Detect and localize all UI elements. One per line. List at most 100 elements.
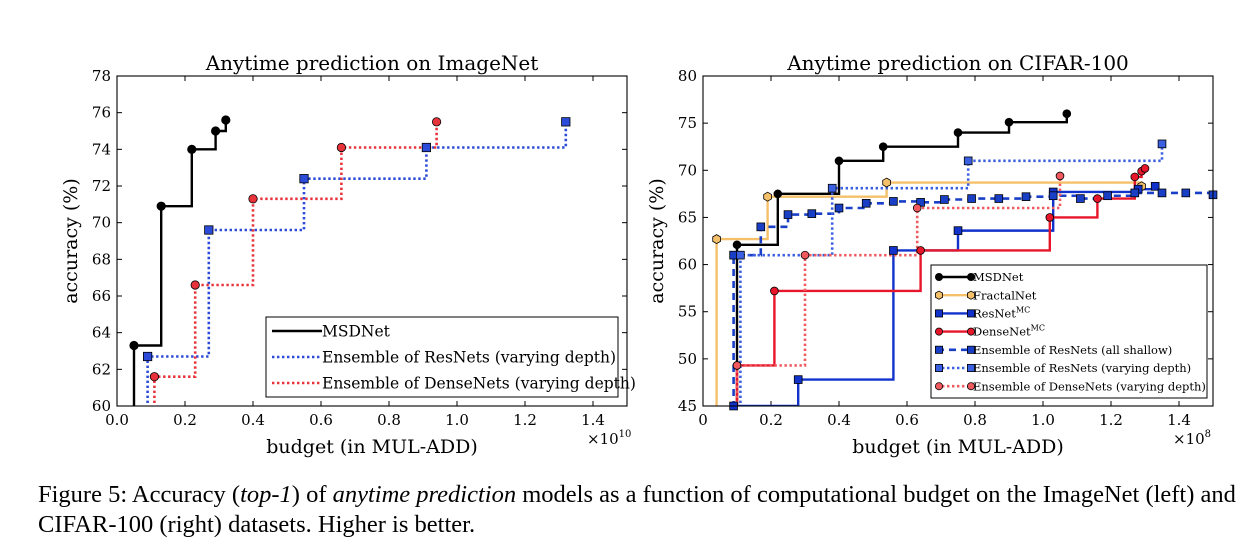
legend-label: DenseNetMC: [973, 324, 1045, 339]
data-point-ensemble-of-resnets-all-shallow: [834, 203, 844, 213]
data-point-ensemble-of-resnets-varying-depth: [299, 174, 309, 184]
data-point-densenet-mc: [1140, 164, 1150, 173]
data-point-ensemble-of-densenets-varying-depth: [336, 142, 346, 153]
legend-marker: [935, 309, 944, 318]
legend-label: Ensemble of DenseNets (varying depth): [973, 379, 1206, 393]
x-tick-label: 0.0: [105, 411, 129, 429]
chart-title: Anytime prediction on CIFAR-100: [786, 51, 1129, 75]
data-point-resnet-mc: [793, 375, 803, 384]
legend-marker: [967, 363, 976, 372]
data-point-ensemble-of-resnets-varying-depth: [561, 117, 571, 127]
legend-label: Ensemble of ResNets (varying depth): [322, 349, 616, 367]
data-point-ensemble-of-densenets-varying-depth: [190, 280, 200, 290]
y-tick-label: 70: [92, 214, 111, 232]
data-point-msdnet: [129, 340, 139, 351]
legend-marker: [967, 272, 976, 281]
data-point-msdnet: [878, 142, 888, 152]
data-point-ensemble-of-resnets-varying-depth: [963, 156, 973, 166]
legend-marker: [935, 327, 944, 336]
data-point-resnet-mc: [1150, 182, 1160, 191]
legend-marker: [935, 345, 944, 354]
legend-box: [265, 316, 619, 398]
data-point-resnet-mc: [889, 246, 898, 255]
y-axis-label: accuracy (%): [646, 178, 668, 304]
y-tick-label: 65: [678, 208, 697, 226]
series-line-fractalnet: [715, 181, 1143, 406]
x-tick-label: 0.6: [895, 411, 919, 429]
legend-label: Ensemble of ResNets (varying depth): [973, 361, 1191, 375]
x-axis-label: budget (in MUL-ADD): [266, 436, 478, 458]
x-tick-label: 1.4: [1167, 411, 1191, 429]
data-point-resnet-mc: [953, 226, 963, 235]
data-point-ensemble-of-resnets-all-shallow: [1021, 192, 1031, 201]
legend-label: Ensemble of DenseNets (varying depth): [322, 375, 636, 393]
y-tick-label: 78: [92, 67, 111, 85]
data-point-ensemble-of-resnets-all-shallow: [1048, 191, 1058, 201]
data-point-ensemble-of-densenets-varying-depth: [732, 361, 742, 370]
legend-marker: [935, 363, 944, 372]
data-point-ensemble-of-resnets-all-shallow: [1181, 188, 1191, 198]
data-point-msdnet: [953, 128, 963, 137]
data-point-ensemble-of-resnets-varying-depth: [421, 142, 432, 153]
legend-label-superscript: MC: [1016, 306, 1030, 315]
x-tick-label: 0.2: [759, 411, 783, 429]
plot-frame: [116, 75, 628, 407]
legend-label: Ensemble of ResNets (all shallow): [973, 343, 1172, 357]
series-line-ensemble-of-resnets-varying-depth: [146, 121, 568, 406]
y-tick-label: 64: [92, 324, 111, 342]
caption-emphasis-anytime: anytime prediction: [332, 481, 517, 508]
x-tick-label: 0.6: [309, 411, 333, 429]
data-point-densenet-mc: [1045, 213, 1055, 222]
y-tick-label: 70: [678, 161, 697, 179]
caption-suffix: models as a function of computational bu…: [38, 481, 1236, 538]
x-tick-label: 1.0: [445, 411, 469, 429]
data-point-densenet-mc: [1130, 172, 1140, 182]
data-point-ensemble-of-resnets-all-shallow: [1157, 188, 1167, 198]
legend-box: [930, 264, 1208, 399]
data-point-ensemble-of-resnets-all-shallow: [861, 198, 871, 208]
data-point-ensemble-of-resnets-varying-depth: [736, 250, 745, 260]
data-point-msdnet: [834, 156, 844, 166]
data-point-msdnet: [187, 144, 197, 154]
y-tick-label: 62: [92, 360, 111, 378]
y-tick-label: 60: [92, 397, 111, 415]
data-point-msdnet: [211, 126, 221, 136]
data-point-ensemble-of-densenets-varying-depth: [800, 250, 810, 260]
legend-label: MSDNet: [322, 323, 391, 341]
legend-marker: [935, 272, 944, 281]
legend-marker: [967, 327, 976, 336]
data-point-ensemble-of-resnets-all-shallow: [967, 194, 976, 203]
x-tick-label: 0: [698, 411, 708, 429]
series-line-ensemble-of-resnets-varying-depth: [739, 143, 1164, 406]
data-point-densenet-mc: [770, 286, 779, 296]
data-point-ensemble-of-resnets-all-shallow: [807, 209, 817, 218]
data-point-ensemble-of-densenets-varying-depth: [1055, 171, 1065, 181]
x-tick-label: 0.4: [241, 411, 265, 429]
x-tick-label: 1.4: [581, 411, 605, 429]
figure: Anytime prediction on ImageNet 60 62 64 66 68…: [60, 51, 1218, 458]
data-point-ensemble-of-resnets-varying-depth: [827, 183, 837, 193]
series-line-msdnet: [132, 120, 227, 406]
data-point-ensemble-of-densenets-varying-depth: [149, 372, 159, 382]
legend-marker: [967, 290, 975, 300]
x-tick-label: 0.8: [377, 411, 401, 429]
data-point-ensemble-of-densenets-varying-depth: [248, 194, 258, 204]
plot-frame: [702, 75, 1214, 407]
x-tick-label: 1.0: [1031, 411, 1055, 429]
series-line-ensemble-of-densenets-varying-depth: [735, 175, 1062, 406]
x-tick-label: 0.4: [827, 411, 851, 429]
legend-marker: [935, 382, 944, 391]
data-point-msdnet: [1062, 109, 1072, 119]
legend-marker: [967, 382, 976, 391]
y-tick-label: 76: [92, 104, 111, 122]
data-point-ensemble-of-resnets-all-shallow: [994, 194, 1004, 203]
y-tick-label: 60: [678, 256, 697, 274]
data-point-fractalnet: [763, 191, 772, 202]
series-line-ensemble-of-densenets-varying-depth: [153, 121, 438, 406]
data-point-ensemble-of-densenets-varying-depth: [431, 117, 442, 127]
y-tick-label: 75: [678, 114, 697, 132]
caption-emphasis-top1: top-1: [240, 481, 292, 508]
cifar-chart: Anytime prediction on CIFAR-100 45 50 55 60 6…: [646, 51, 1218, 458]
x-axis-multiplier-exponent: 8: [1205, 429, 1211, 440]
data-point-msdnet: [773, 189, 783, 199]
